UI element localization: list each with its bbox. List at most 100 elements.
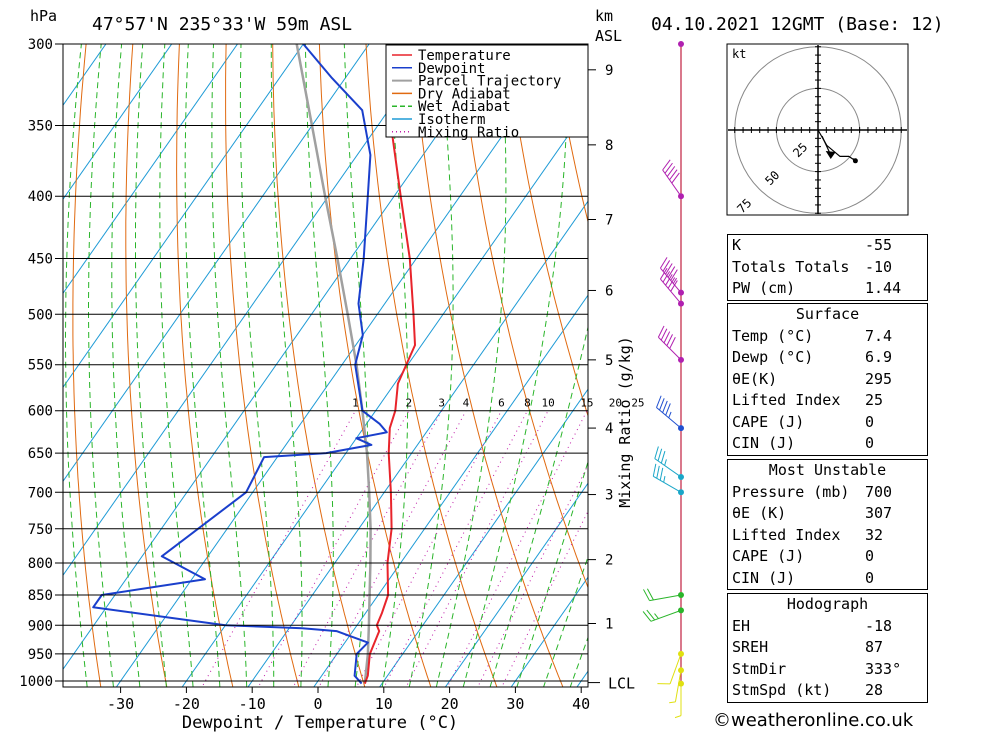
pressure-tick-label: 500 xyxy=(28,307,53,323)
legend-label: Mixing Ratio xyxy=(418,125,519,141)
km-tick-label: 4 xyxy=(605,421,613,437)
dry-adiabat-line xyxy=(125,44,168,687)
wind-barb-flag xyxy=(662,271,671,283)
km-tick-label: 5 xyxy=(605,353,613,369)
hodo-row: SREH 87 xyxy=(732,638,884,656)
wind-barb-flag xyxy=(646,588,654,601)
wind-barb-flag xyxy=(663,331,671,344)
wind-barb-flag xyxy=(662,260,671,272)
pressure-tick-label: 1000 xyxy=(19,674,53,690)
hodo-row: StmDir 333° xyxy=(732,659,902,678)
mixing-ratio-line xyxy=(257,410,410,687)
wind-barb-flag xyxy=(666,334,673,346)
isotherm-line xyxy=(378,388,588,687)
wind-barb-shaft xyxy=(653,475,682,493)
mu-row: CIN (J) 0 xyxy=(732,568,875,587)
wind-barb-flag xyxy=(660,257,668,269)
wind-barb-shaft xyxy=(650,609,682,622)
wet-adiabat-line xyxy=(111,44,141,687)
wind-barb-flag xyxy=(654,446,659,459)
series-dewpoint xyxy=(92,44,388,685)
wind-barb-shaft xyxy=(674,670,682,702)
legend-label: Dewpoint xyxy=(418,61,485,77)
surface-row: Dewp (°C) 6.9 xyxy=(732,348,893,366)
pressure-tick-label: 600 xyxy=(28,404,53,420)
dry-adiabat-line xyxy=(412,44,564,687)
wind-barb-flag xyxy=(659,467,664,481)
wind-barb-flag xyxy=(657,448,663,462)
wind-barb-flag xyxy=(643,589,650,601)
index-row: K -55 xyxy=(732,236,893,254)
mixing-ratio-label: 10 xyxy=(542,397,555,410)
wet-adiabat-line xyxy=(516,460,588,687)
wet-adiabat-line xyxy=(304,44,334,687)
isotherm-line xyxy=(63,44,173,201)
series-temperature xyxy=(363,44,416,684)
km-tick-label: 1 xyxy=(605,616,613,632)
wind-barb-flag xyxy=(666,166,676,177)
wind-barb-halfflag xyxy=(654,613,659,619)
pressure-tick-label: 350 xyxy=(28,119,53,135)
isotherm-line xyxy=(63,44,304,389)
series-parcel-trajectory xyxy=(295,44,372,684)
wind-barb-flag xyxy=(660,268,668,280)
dry-adiabat-line xyxy=(966,26,1000,707)
dry-adiabat-line xyxy=(272,44,366,687)
wet-adiabat-line xyxy=(489,325,588,687)
km-tick-label: 7 xyxy=(605,212,613,228)
mixing-ratio-label: 15 xyxy=(580,397,593,410)
wind-barb-flag xyxy=(664,162,673,174)
x-tick-label: 0 xyxy=(313,695,322,713)
location-title: 47°57'N 235°33'W 59m ASL xyxy=(92,14,352,35)
index-row: PW (cm) 1.44 xyxy=(732,279,902,297)
mu-row: Pressure (mb) 700 xyxy=(732,482,893,501)
wind-barb-flag xyxy=(665,274,673,286)
mu-row: θE (K) 307 xyxy=(732,504,893,522)
wet-adiabat-line xyxy=(88,44,114,687)
wind-barb-flag xyxy=(642,611,652,622)
x-tick-label: 30 xyxy=(506,695,524,713)
copyright-link[interactable]: ©weatheronline.co.uk xyxy=(713,710,914,731)
wind-barb-halfflag xyxy=(672,277,678,284)
isotherm-line xyxy=(444,482,588,687)
wet-adiabat-line xyxy=(239,44,275,687)
isotherm-line xyxy=(247,200,588,687)
most-unstable-table: Most Unstable Pressure (mb) 700 θE (K) 307… xyxy=(727,459,928,590)
wet-adiabat-line xyxy=(65,44,88,687)
wind-barb-flag xyxy=(657,325,665,338)
isotherm-line xyxy=(510,576,588,687)
wind-barb-flag xyxy=(652,463,657,477)
surface-row: CAPE (J) 0 xyxy=(732,412,875,431)
wind-barb-halfflag xyxy=(668,411,672,418)
plot-series xyxy=(92,44,416,685)
dry-adiabat-line xyxy=(552,44,588,224)
legend-label: Isotherm xyxy=(418,112,485,128)
dry-adiabat-line xyxy=(318,44,432,687)
storm-motion-arrowhead xyxy=(825,150,836,159)
wet-adiabat-line xyxy=(343,44,369,687)
mixing-ratio-label: 6 xyxy=(498,397,505,410)
isotherm-line xyxy=(63,44,370,483)
km-units: km xyxy=(595,7,613,25)
pressure-tick-label: 450 xyxy=(28,252,53,268)
dry-adiabat-line xyxy=(505,44,588,418)
km-tick-label: 3 xyxy=(605,488,613,504)
km-tick-label: 6 xyxy=(605,283,613,299)
isotherm-line xyxy=(63,44,239,295)
wind-barb-flag xyxy=(662,400,668,413)
surface-title: Surface xyxy=(795,305,860,323)
pressure-tick-label: 300 xyxy=(28,37,53,53)
pressure-tick-label: 750 xyxy=(28,522,53,538)
x-tick-label: -10 xyxy=(239,695,266,713)
pressure-tick-label: 900 xyxy=(28,618,53,634)
index-row: Totals Totals -10 xyxy=(732,257,893,276)
wind-barb-flag xyxy=(646,609,656,621)
mixing-ratio-label: 20 xyxy=(609,397,622,410)
wind-barb-flag xyxy=(656,395,662,408)
wet-adiabat-line xyxy=(462,44,569,687)
wind-barb-shaft xyxy=(649,594,682,602)
mixing-ratio-label: 25 xyxy=(631,397,644,410)
